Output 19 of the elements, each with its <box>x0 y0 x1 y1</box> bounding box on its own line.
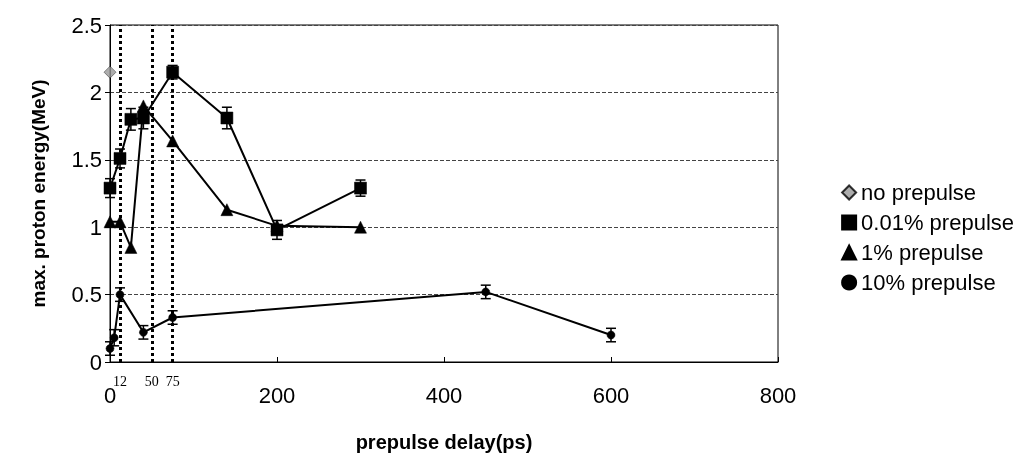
y-tick-label: 1 <box>89 214 102 240</box>
ref-line-label: 50 <box>144 373 159 389</box>
y-tick-label: 2.5 <box>71 12 102 38</box>
y-tick-label: 0 <box>89 349 102 375</box>
ref-line-label: 75 <box>165 373 180 389</box>
y-tick-label: 2 <box>89 79 102 105</box>
y-tick-label: 0.5 <box>71 282 102 308</box>
y-axis-title: max. proton energy(MeV) <box>28 79 49 308</box>
x-tick-label: 600 <box>592 382 630 408</box>
legend-label: 10% prepulse <box>861 270 996 295</box>
x-tick-label: 200 <box>258 382 296 408</box>
x-tick-label: 800 <box>759 382 797 408</box>
legend-label: no prepulse <box>861 180 977 205</box>
legend-label: 1% prepulse <box>861 240 984 265</box>
y-tick-label: 1.5 <box>71 147 102 173</box>
x-axis-title: prepulse delay(ps) <box>355 431 533 453</box>
legend-label: 0.01% prepulse <box>861 210 1015 235</box>
ref-line-label: 12 <box>113 373 128 389</box>
x-tick-label: 400 <box>425 382 463 408</box>
